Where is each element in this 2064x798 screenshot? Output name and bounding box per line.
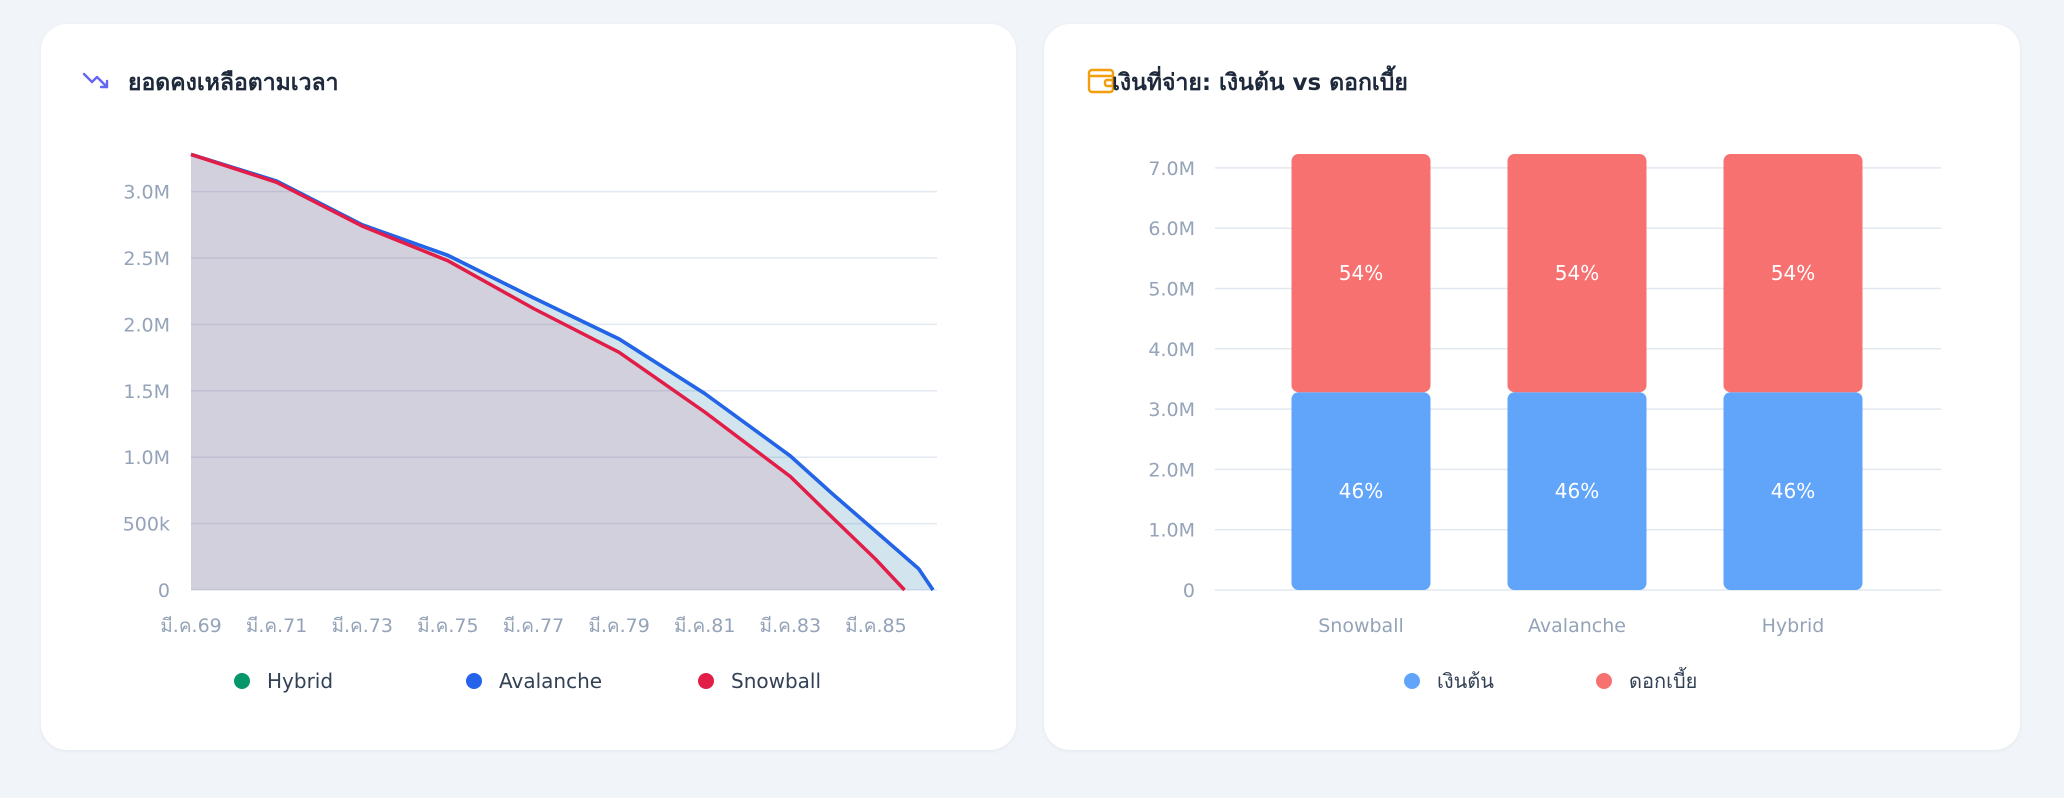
x-tick-label: มี.ค.83 [760,615,822,637]
legend-label: Snowball [731,669,821,693]
x-tick-label: Avalanche [1528,615,1626,637]
legend-dot [1404,673,1420,689]
legend-item-interest[interactable]: ดอกเบี้ย [1596,667,1697,693]
y-tick-label: 6.0M [1148,218,1195,240]
legend-label: เงินต้น [1437,669,1494,693]
bar-percent-label: 46% [1339,479,1383,503]
legend-dot [1596,673,1612,689]
paid-stacked-bar-chart: เงินที่จ่าย: เงินต้น vs ดอกเบี้ย 46% 54% 4… [1087,65,1941,693]
x-tick-label: มี.ค.75 [417,615,479,637]
legend-dot [466,673,482,689]
bar-hybrid-interest [1723,154,1863,393]
x-tick-label: Snowball [1318,615,1404,637]
bar-percent-label: 46% [1771,479,1815,503]
area-hybrid [191,154,933,590]
x-tick-label: มี.ค.79 [588,615,650,637]
line-snowball [190,152,906,592]
area-snowball [191,154,905,590]
y-tick-label: 7.0M [1148,158,1195,180]
legend-dot [234,673,250,689]
y-tick-label: 2.5M [123,248,170,270]
y-tick-label: 3.0M [123,182,170,204]
y-tick-label: 1.0M [123,447,170,469]
bar-hybrid-principal [1723,392,1863,590]
x-tick-label: มี.ค.71 [246,615,308,637]
legend-label: Avalanche [499,669,602,693]
y-tick-label: 2.0M [123,314,170,336]
x-tick-label: Hybrid [1762,615,1825,637]
wallet-icon [1087,68,1115,94]
chart-title: ยอดคงเหลือตามเวลา [128,70,339,96]
y-tick-label: 1.5M [123,381,170,403]
legend-item-snowball[interactable]: Snowball [698,669,821,693]
bar-percent-label: 54% [1339,261,1383,285]
legend-label: Hybrid [267,669,333,693]
area-avalanche [191,154,933,590]
y-tick-label: 3.0M [1148,399,1195,421]
y-tick-label: 4.0M [1148,339,1195,361]
legend-item-hybrid[interactable]: Hybrid [234,669,333,693]
bar-snowball-interest [1291,154,1431,393]
bar-percent-label: 46% [1555,479,1599,503]
legend-dot [698,673,714,689]
trending-down-icon [82,72,109,89]
x-tick-label: มี.ค.85 [845,615,907,637]
y-tick-label: 5.0M [1148,279,1195,301]
y-tick-label: 0 [158,580,170,602]
bar-percent-label: 54% [1555,261,1599,285]
bar-avalanche-principal [1507,392,1647,590]
balance-line-chart: ยอดคงเหลือตามเวลา 0 500k 1.0M 1.5M 2.0M 2.5M 3… [82,70,937,693]
bar-snowball-principal [1291,392,1431,590]
x-tick-label: มี.ค.69 [160,615,222,637]
y-tick-label: 0 [1183,580,1195,602]
chart-title: เงินที่จ่าย: เงินต้น vs ดอกเบี้ย [1112,65,1408,96]
bar-avalanche-interest [1507,154,1647,393]
legend-label: ดอกเบี้ย [1629,667,1697,693]
bar-percent-label: 54% [1771,261,1815,285]
legend-item-principal[interactable]: เงินต้น [1404,669,1494,693]
balance-over-time-card: ยอดคงเหลือตามเวลา 0 500k 1.0M 1.5M 2.0M 2.5M 3… [41,24,1016,750]
x-tick-label: มี.ค.77 [503,615,565,637]
legend-item-avalanche[interactable]: Avalanche [466,669,602,693]
principal-vs-interest-card: เงินที่จ่าย: เงินต้น vs ดอกเบี้ย 46% 54% 4… [1044,24,2020,750]
y-tick-label: 1.0M [1148,520,1195,542]
x-tick-label: มี.ค.81 [674,615,736,637]
y-tick-label: 2.0M [1148,459,1195,481]
y-tick-label: 500k [123,514,170,536]
x-tick-label: มี.ค.73 [331,615,393,637]
